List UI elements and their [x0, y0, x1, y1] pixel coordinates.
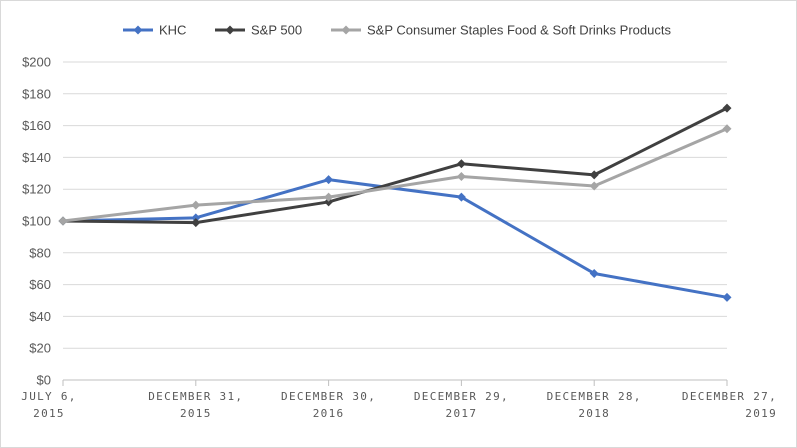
y-tick-label: $120	[22, 182, 51, 197]
y-tick-label: $100	[22, 214, 51, 229]
y-tick-label: $80	[29, 245, 51, 260]
series-line	[62, 106, 728, 225]
data-point	[722, 124, 732, 134]
y-axis: $0 $20 $40 $60 $80 $100 $120 $140 $160 $180 $200	[22, 55, 51, 388]
series-line	[62, 178, 728, 299]
legend-label: S&P Consumer Staples Food & Soft Drinks …	[367, 23, 671, 38]
data-point	[589, 268, 599, 278]
data-point	[456, 192, 466, 202]
x-tick-label: DECEMBER 29,	[414, 390, 509, 403]
x-tick-label: 2018	[578, 407, 610, 420]
y-tick-label: $140	[22, 150, 51, 165]
x-tick-label: DECEMBER 27,	[682, 390, 777, 403]
legend-item: KHC	[123, 23, 186, 38]
legend-swatch-marker	[341, 25, 351, 35]
legend-label: KHC	[159, 23, 186, 38]
series-group	[58, 103, 732, 302]
data-point	[58, 216, 68, 226]
data-point	[324, 192, 334, 202]
x-tick-label: DECEMBER 31,	[148, 390, 243, 403]
x-tick-label: 2015	[180, 407, 212, 420]
x-tick-label: 2019	[745, 407, 777, 420]
legend-label: S&P 500	[251, 23, 302, 38]
x-tick-label: 2016	[313, 407, 345, 420]
legend-item: S&P 500	[215, 23, 302, 38]
x-tick-label: DECEMBER 28,	[547, 390, 642, 403]
y-tick-label: $20	[29, 341, 51, 356]
series-2	[58, 124, 732, 226]
data-point	[722, 103, 732, 113]
data-point	[324, 197, 334, 207]
data-point	[324, 175, 334, 185]
y-tick-label: $180	[22, 86, 51, 101]
data-point	[589, 170, 599, 180]
data-point	[589, 181, 599, 191]
data-point	[191, 200, 201, 210]
x-tick-label: 2015	[33, 407, 65, 420]
legend-item: S&P Consumer Staples Food & Soft Drinks …	[331, 23, 671, 38]
data-point	[191, 213, 201, 223]
data-point	[456, 171, 466, 181]
legend-swatch-marker	[225, 25, 235, 35]
y-tick-label: $160	[22, 118, 51, 133]
y-tick-label: $60	[29, 277, 51, 292]
data-point	[191, 218, 201, 228]
series-line	[62, 127, 728, 223]
y-tick-label: $40	[29, 309, 51, 324]
y-tick-label: $200	[22, 55, 51, 70]
x-tick-label: 2017	[446, 407, 478, 420]
x-tick-label: JULY 6,	[21, 390, 76, 403]
x-tick-label: DECEMBER 30,	[281, 390, 376, 403]
legend-swatch-marker	[133, 25, 143, 35]
data-point	[456, 159, 466, 169]
x-axis: JULY 6, 2015 DECEMBER 31, 2015 DECEMBER 30, 2…	[21, 379, 777, 420]
legend: KHC S&P 500 S&P Consumer Staples Food & So…	[123, 23, 671, 38]
series-0	[58, 175, 732, 302]
gridlines	[63, 61, 727, 349]
y-tick-label: $0	[37, 373, 51, 388]
data-point	[722, 292, 732, 302]
